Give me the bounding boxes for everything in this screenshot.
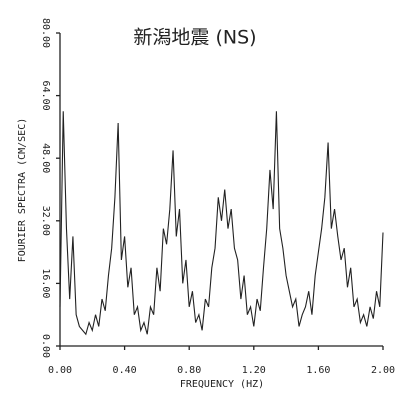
y-tick-label: 48.00 <box>40 143 51 173</box>
y-tick-label: 0.00 <box>40 334 51 358</box>
x-axis-label: FREQUENCY (HZ) <box>180 379 264 390</box>
y-tick-label: 80.00 <box>40 18 51 48</box>
spectrum-line <box>59 111 384 336</box>
x-tick-label: 0.80 <box>177 365 201 376</box>
y-tick-label: 32.00 <box>40 206 51 236</box>
chart-title: 新潟地震 (NS) <box>133 27 256 49</box>
x-tick-label: 1.20 <box>242 365 266 376</box>
y-axis-label: FOURIER SPECTRA (CM/SEC) <box>17 118 28 263</box>
x-tick-label: 0.00 <box>48 365 72 376</box>
x-tick-label: 0.40 <box>113 365 137 376</box>
y-tick-label: 16.00 <box>40 268 51 298</box>
x-tick-label: 2.00 <box>371 365 395 376</box>
x-tick-label: 1.60 <box>306 365 330 376</box>
y-tick-label: 64.00 <box>40 81 51 111</box>
